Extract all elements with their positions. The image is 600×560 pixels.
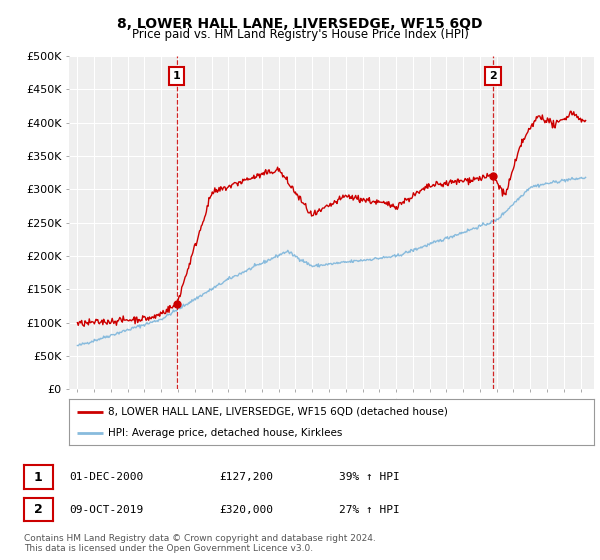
Text: 09-OCT-2019: 09-OCT-2019 bbox=[69, 505, 143, 515]
Text: 01-DEC-2000: 01-DEC-2000 bbox=[69, 472, 143, 482]
Text: 2: 2 bbox=[489, 71, 497, 81]
Text: 2: 2 bbox=[34, 503, 43, 516]
Text: 1: 1 bbox=[34, 470, 43, 484]
Text: 1: 1 bbox=[173, 71, 181, 81]
Text: This data is licensed under the Open Government Licence v3.0.: This data is licensed under the Open Gov… bbox=[24, 544, 313, 553]
Text: Price paid vs. HM Land Registry's House Price Index (HPI): Price paid vs. HM Land Registry's House … bbox=[131, 28, 469, 41]
Text: £320,000: £320,000 bbox=[219, 505, 273, 515]
Text: 27% ↑ HPI: 27% ↑ HPI bbox=[339, 505, 400, 515]
Text: 8, LOWER HALL LANE, LIVERSEDGE, WF15 6QD: 8, LOWER HALL LANE, LIVERSEDGE, WF15 6QD bbox=[117, 17, 483, 31]
Text: 39% ↑ HPI: 39% ↑ HPI bbox=[339, 472, 400, 482]
Text: £127,200: £127,200 bbox=[219, 472, 273, 482]
Text: 8, LOWER HALL LANE, LIVERSEDGE, WF15 6QD (detached house): 8, LOWER HALL LANE, LIVERSEDGE, WF15 6QD… bbox=[109, 407, 448, 417]
Text: Contains HM Land Registry data © Crown copyright and database right 2024.: Contains HM Land Registry data © Crown c… bbox=[24, 534, 376, 543]
Text: HPI: Average price, detached house, Kirklees: HPI: Average price, detached house, Kirk… bbox=[109, 428, 343, 438]
